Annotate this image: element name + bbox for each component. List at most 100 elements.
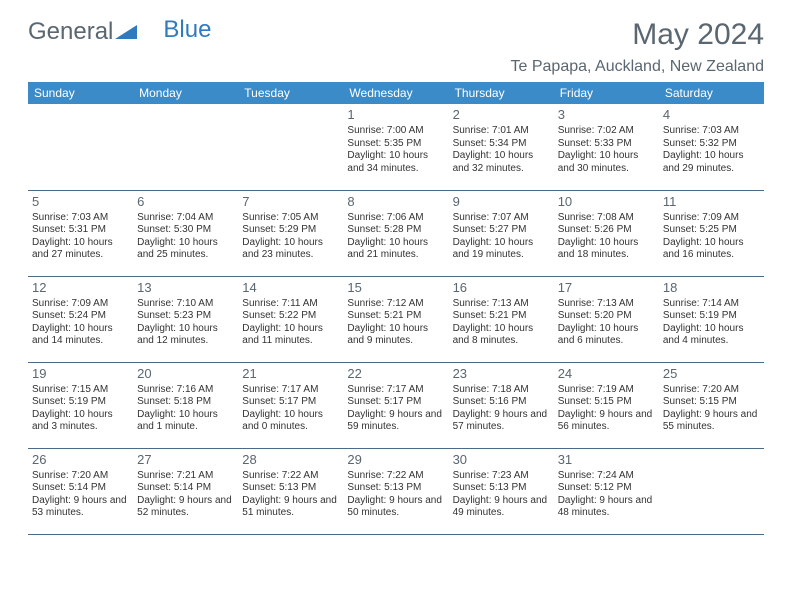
logo-text-2: Blue xyxy=(163,16,211,44)
daylight-label: Daylight: 10 hours and 9 minutes. xyxy=(347,323,444,348)
daylight-label: Daylight: 9 hours and 57 minutes. xyxy=(453,409,550,434)
dayname-5: Friday xyxy=(554,82,659,104)
calendar-cell: 9Sunrise: 7:07 AMSunset: 5:27 PMDaylight… xyxy=(449,190,554,276)
calendar-cell: 27 Sunrise: 7:21 AMSunset: 5:14 PMDayligh… xyxy=(133,448,238,534)
sunrise-label: Sunrise: 7:09 AM xyxy=(32,298,129,311)
sunset-label: Sunset: 5:35 PM xyxy=(347,138,444,151)
day-number: 18 xyxy=(663,280,760,296)
daylight-label: Daylight: 10 hours and 12 minutes. xyxy=(137,323,234,348)
day-number: 28 xyxy=(242,452,339,468)
sunset-label: Sunset: 5:14 PM xyxy=(137,482,234,495)
day-number: 8 xyxy=(347,194,444,210)
calendar-cell: 7Sunrise: 7:05 AMSunset: 5:29 PMDaylight… xyxy=(238,190,343,276)
sunset-label: Sunset: 5:19 PM xyxy=(663,310,760,323)
calendar-row: 12Sunrise: 7:09 AMSunset: 5:24 PMDayligh… xyxy=(28,276,764,362)
sunset-label: Sunset: 5:32 PM xyxy=(663,138,760,151)
day-number: 19 xyxy=(32,366,129,382)
day-number: 12 xyxy=(32,280,129,296)
calendar-cell: 23Sunrise: 7:18 AMSunset: 5:16 PMDayligh… xyxy=(449,362,554,448)
day-number: 27 xyxy=(137,452,234,468)
daylight-label: Daylight: 9 hours and 50 minutes. xyxy=(347,495,444,520)
day-number: 20 xyxy=(137,366,234,382)
calendar-row: 1Sunrise: 7:00 AMSunset: 5:35 PMDaylight… xyxy=(28,104,764,190)
calendar-cell: 10Sunrise: 7:08 AMSunset: 5:26 PMDayligh… xyxy=(554,190,659,276)
day-number: 11 xyxy=(663,194,760,210)
day-number: 4 xyxy=(663,107,760,123)
sunset-label: Sunset: 5:16 PM xyxy=(453,396,550,409)
calendar-table: Sunday Monday Tuesday Wednesday Thursday… xyxy=(28,82,764,535)
sunset-label: Sunset: 5:28 PM xyxy=(347,224,444,237)
logo-triangle-icon xyxy=(115,18,137,46)
calendar-cell: 24Sunrise: 7:19 AMSunset: 5:15 PMDayligh… xyxy=(554,362,659,448)
calendar-cell xyxy=(659,448,764,534)
calendar-cell: 25Sunrise: 7:20 AMSunset: 5:15 PMDayligh… xyxy=(659,362,764,448)
calendar-cell: 12Sunrise: 7:09 AMSunset: 5:24 PMDayligh… xyxy=(28,276,133,362)
sunset-label: Sunset: 5:21 PM xyxy=(347,310,444,323)
calendar-head: Sunday Monday Tuesday Wednesday Thursday… xyxy=(28,82,764,104)
daylight-label: Daylight: 10 hours and 34 minutes. xyxy=(347,150,444,175)
sunrise-label: Sunrise: 7:03 AM xyxy=(663,125,760,138)
sunrise-label: Sunrise: 7:22 AM xyxy=(242,470,339,483)
sunrise-label: Sunrise: 7:22 AM xyxy=(347,470,444,483)
sunrise-label: Sunrise: 7:15 AM xyxy=(32,384,129,397)
sunrise-label: Sunrise: 7:16 AM xyxy=(137,384,234,397)
sunrise-label: Sunrise: 7:04 AM xyxy=(137,212,234,225)
sunset-label: Sunset: 5:34 PM xyxy=(453,138,550,151)
sunset-label: Sunset: 5:21 PM xyxy=(453,310,550,323)
sunset-label: Sunset: 5:12 PM xyxy=(558,482,655,495)
daylight-label: Daylight: 10 hours and 25 minutes. xyxy=(137,237,234,262)
daylight-label: Daylight: 10 hours and 27 minutes. xyxy=(32,237,129,262)
day-number: 9 xyxy=(453,194,550,210)
sunrise-label: Sunrise: 7:01 AM xyxy=(453,125,550,138)
calendar-cell: 3Sunrise: 7:02 AMSunset: 5:33 PMDaylight… xyxy=(554,104,659,190)
sunrise-label: Sunrise: 7:13 AM xyxy=(453,298,550,311)
sunset-label: Sunset: 5:18 PM xyxy=(137,396,234,409)
sunset-label: Sunset: 5:15 PM xyxy=(558,396,655,409)
day-number: 21 xyxy=(242,366,339,382)
daylight-label: Daylight: 10 hours and 32 minutes. xyxy=(453,150,550,175)
calendar-cell: 18Sunrise: 7:14 AMSunset: 5:19 PMDayligh… xyxy=(659,276,764,362)
calendar-row: 5Sunrise: 7:03 AMSunset: 5:31 PMDaylight… xyxy=(28,190,764,276)
sunset-label: Sunset: 5:15 PM xyxy=(663,396,760,409)
calendar-cell: 14Sunrise: 7:11 AMSunset: 5:22 PMDayligh… xyxy=(238,276,343,362)
day-number: 3 xyxy=(558,107,655,123)
page-header: General Blue May 2024 Te Papapa, Aucklan… xyxy=(28,18,764,76)
month-title: May 2024 xyxy=(511,18,765,52)
dayname-4: Thursday xyxy=(449,82,554,104)
day-number: 5 xyxy=(32,194,129,210)
calendar-cell: 21Sunrise: 7:17 AMSunset: 5:17 PMDayligh… xyxy=(238,362,343,448)
daylight-label: Daylight: 9 hours and 51 minutes. xyxy=(242,495,339,520)
sunrise-label: Sunrise: 7:21 AM xyxy=(137,470,234,483)
daylight-label: Daylight: 10 hours and 18 minutes. xyxy=(558,237,655,262)
day-number: 22 xyxy=(347,366,444,382)
day-number: 1 xyxy=(347,107,444,123)
calendar-cell: 5Sunrise: 7:03 AMSunset: 5:31 PMDaylight… xyxy=(28,190,133,276)
calendar-cell: 30Sunrise: 7:23 AMSunset: 5:13 PMDayligh… xyxy=(449,448,554,534)
dayname-6: Saturday xyxy=(659,82,764,104)
daylight-label: Daylight: 10 hours and 16 minutes. xyxy=(663,237,760,262)
sunrise-label: Sunrise: 7:03 AM xyxy=(32,212,129,225)
sunset-label: Sunset: 5:19 PM xyxy=(32,396,129,409)
sunset-label: Sunset: 5:22 PM xyxy=(242,310,339,323)
daylight-label: Daylight: 9 hours and 52 minutes. xyxy=(137,495,234,520)
calendar-row: 19Sunrise: 7:15 AMSunset: 5:19 PMDayligh… xyxy=(28,362,764,448)
calendar-cell xyxy=(133,104,238,190)
daylight-label: Daylight: 10 hours and 3 minutes. xyxy=(32,409,129,434)
day-number: 25 xyxy=(663,366,760,382)
calendar-cell: 8Sunrise: 7:06 AMSunset: 5:28 PMDaylight… xyxy=(343,190,448,276)
sunset-label: Sunset: 5:17 PM xyxy=(347,396,444,409)
day-number: 17 xyxy=(558,280,655,296)
dayname-0: Sunday xyxy=(28,82,133,104)
sunrise-label: Sunrise: 7:17 AM xyxy=(242,384,339,397)
sunrise-label: Sunrise: 7:00 AM xyxy=(347,125,444,138)
daylight-label: Daylight: 10 hours and 29 minutes. xyxy=(663,150,760,175)
sunrise-label: Sunrise: 7:17 AM xyxy=(347,384,444,397)
dayname-1: Monday xyxy=(133,82,238,104)
daylight-label: Daylight: 9 hours and 48 minutes. xyxy=(558,495,655,520)
day-number: 13 xyxy=(137,280,234,296)
sunset-label: Sunset: 5:13 PM xyxy=(242,482,339,495)
sunrise-label: Sunrise: 7:20 AM xyxy=(663,384,760,397)
day-number: 26 xyxy=(32,452,129,468)
day-number: 2 xyxy=(453,107,550,123)
calendar-cell: 29Sunrise: 7:22 AMSunset: 5:13 PMDayligh… xyxy=(343,448,448,534)
